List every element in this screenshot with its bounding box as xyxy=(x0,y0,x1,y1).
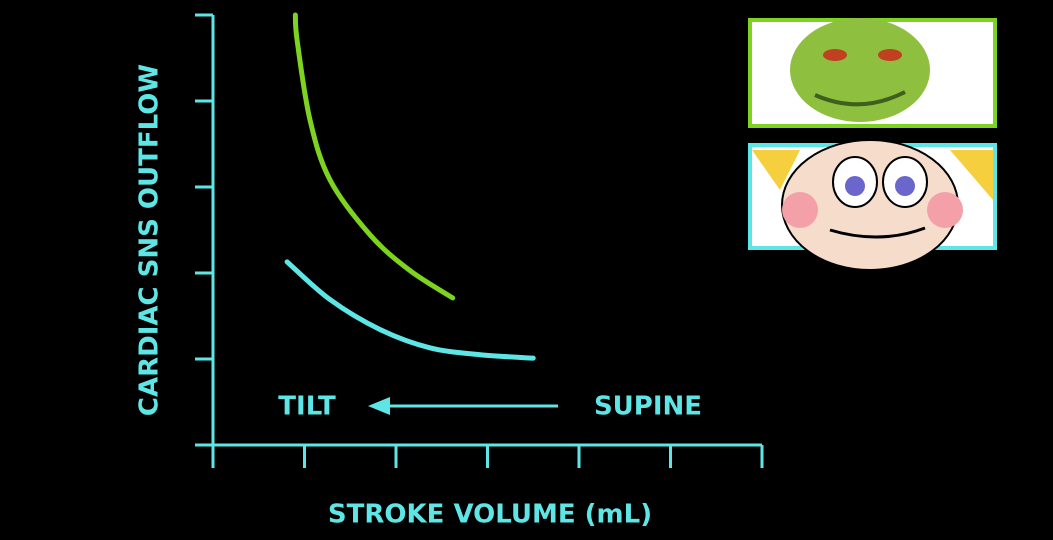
y-axis-label: CARDIAC SNS OUTFLOW xyxy=(135,64,165,416)
annotation: SUPINE xyxy=(594,392,702,422)
curve xyxy=(292,12,456,301)
annotation: TILT xyxy=(278,392,336,422)
x-axis-label: STROKE VOLUME (mL) xyxy=(328,500,652,530)
smiley-picture xyxy=(748,139,997,271)
grinch-picture xyxy=(748,18,997,128)
curve xyxy=(284,259,536,361)
arrow xyxy=(368,397,558,415)
